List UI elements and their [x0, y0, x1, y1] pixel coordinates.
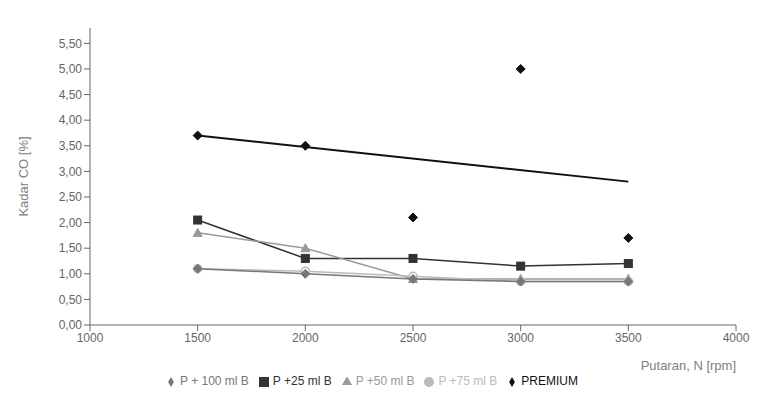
- svg-text:5,00: 5,00: [59, 62, 83, 76]
- svg-text:3,50: 3,50: [59, 139, 83, 153]
- svg-text:5,50: 5,50: [59, 37, 83, 51]
- html-text:P + 100 ml B: P + 100 ml B: [180, 374, 249, 388]
- svg-text:2,00: 2,00: [59, 216, 83, 230]
- svg-text:2,50: 2,50: [59, 190, 83, 204]
- html-text:PREMIUM: PREMIUM: [521, 374, 578, 388]
- svg-text:4,50: 4,50: [59, 88, 83, 102]
- svg-text:3000: 3000: [507, 331, 534, 345]
- svg-text:3,00: 3,00: [59, 165, 83, 179]
- html-text:P +50 ml B: P +50 ml B: [355, 374, 415, 388]
- svg-text:4,00: 4,00: [59, 113, 83, 127]
- svg-text:1000: 1000: [77, 331, 104, 345]
- svg-text:Kadar CO [%]: Kadar CO [%]: [16, 136, 31, 216]
- svg-text:1,00: 1,00: [59, 267, 83, 281]
- svg-text:1,50: 1,50: [59, 241, 83, 255]
- svg-text:1500: 1500: [184, 331, 211, 345]
- svg-text:0,00: 0,00: [59, 318, 83, 332]
- svg-text:0,50: 0,50: [59, 293, 83, 307]
- svg-text:2000: 2000: [292, 331, 319, 345]
- svg-text:Putaran, N [rpm]: Putaran, N [rpm]: [641, 358, 736, 373]
- svg-text:2500: 2500: [400, 331, 427, 345]
- html-text:P +75 ml B: P +75 ml B: [438, 374, 498, 388]
- svg-text:3500: 3500: [615, 331, 642, 345]
- svg-text:4000: 4000: [723, 331, 750, 345]
- html-text:P +25 ml B: P +25 ml B: [272, 374, 332, 388]
